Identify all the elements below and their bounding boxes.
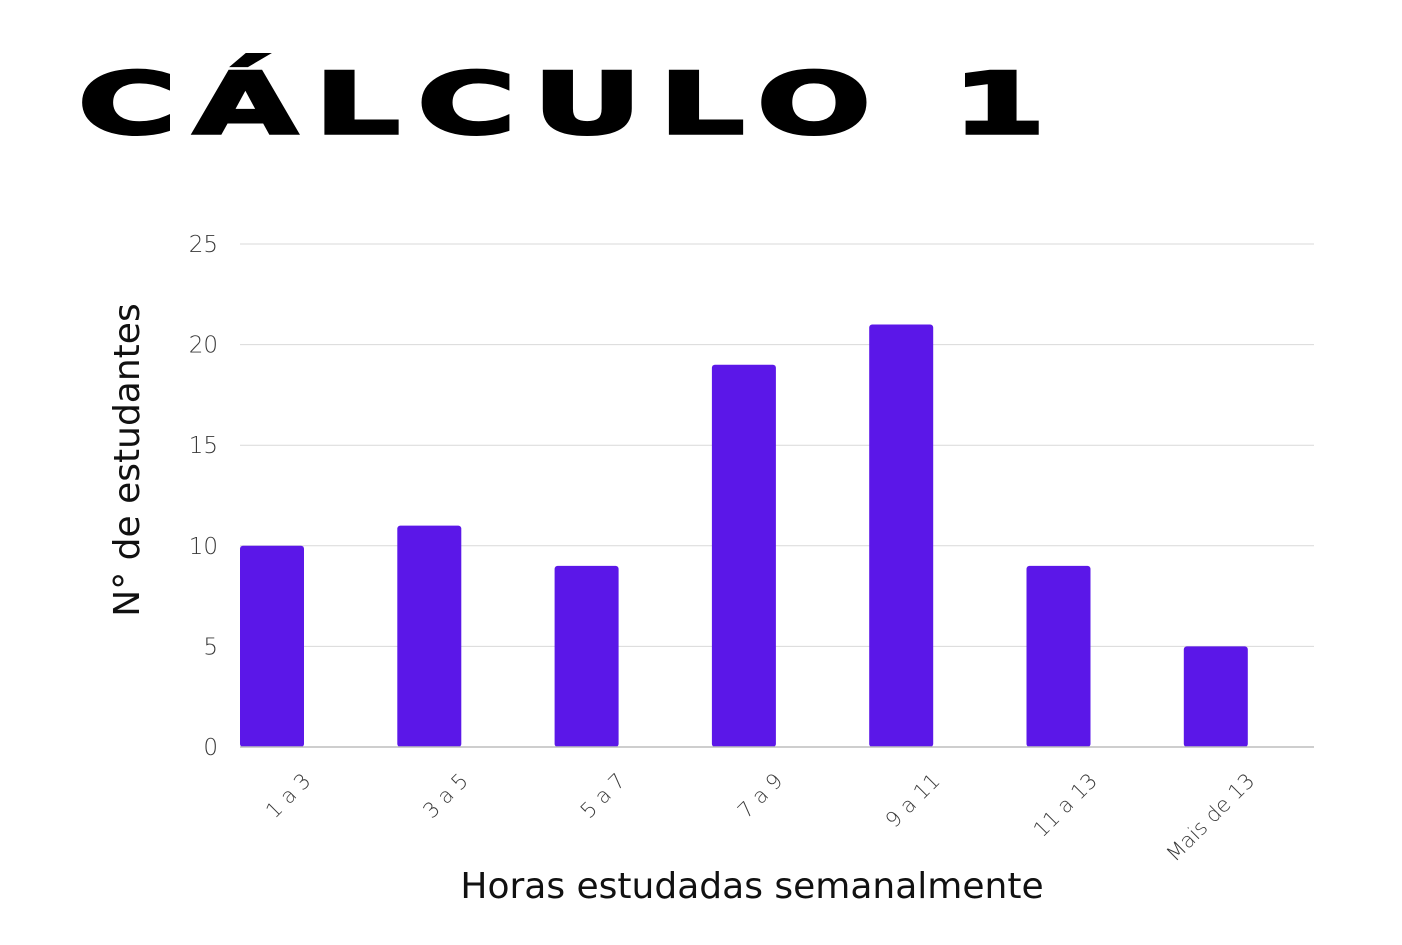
- bar-4: [711, 364, 776, 747]
- bar-7: [1183, 646, 1248, 747]
- x-axis-title: Horas estudadas semanalmente: [460, 866, 1043, 907]
- y-axis-title: N° de estudantes: [107, 303, 148, 616]
- x-tick-label: 3 a 5: [418, 769, 472, 823]
- x-tick-label: 5 a 7: [576, 769, 630, 823]
- y-tick-label: 15: [189, 433, 218, 459]
- bar-5: [869, 324, 934, 747]
- bar-2: [397, 525, 462, 747]
- x-tick-label: Mais de 13: [1162, 769, 1260, 867]
- x-tick-label: 7 a 9: [733, 769, 787, 823]
- bars: [240, 324, 1248, 747]
- y-tick-label: 0: [203, 735, 218, 761]
- x-tick-label: 1 a 3: [261, 769, 315, 823]
- bar-1: [240, 545, 304, 747]
- bar-6: [1026, 565, 1091, 747]
- y-tick-label: 10: [189, 534, 218, 560]
- chart-title: CÁLCULO 1: [75, 54, 1064, 154]
- y-axis-ticks: 0 5 10 15 20 25: [189, 232, 218, 761]
- y-tick-label: 25: [189, 232, 218, 258]
- y-tick-label: 20: [189, 333, 218, 359]
- x-tick-label: 9 a 11: [881, 769, 945, 833]
- bar-3: [554, 565, 619, 747]
- x-axis-ticks: 1 a 3 3 a 5 5 a 7 7 a 9 9 a 11 11 a 13 Mais de…: [261, 769, 1259, 867]
- y-tick-label: 5: [203, 634, 218, 660]
- x-tick-label: 11 a 13: [1029, 769, 1102, 842]
